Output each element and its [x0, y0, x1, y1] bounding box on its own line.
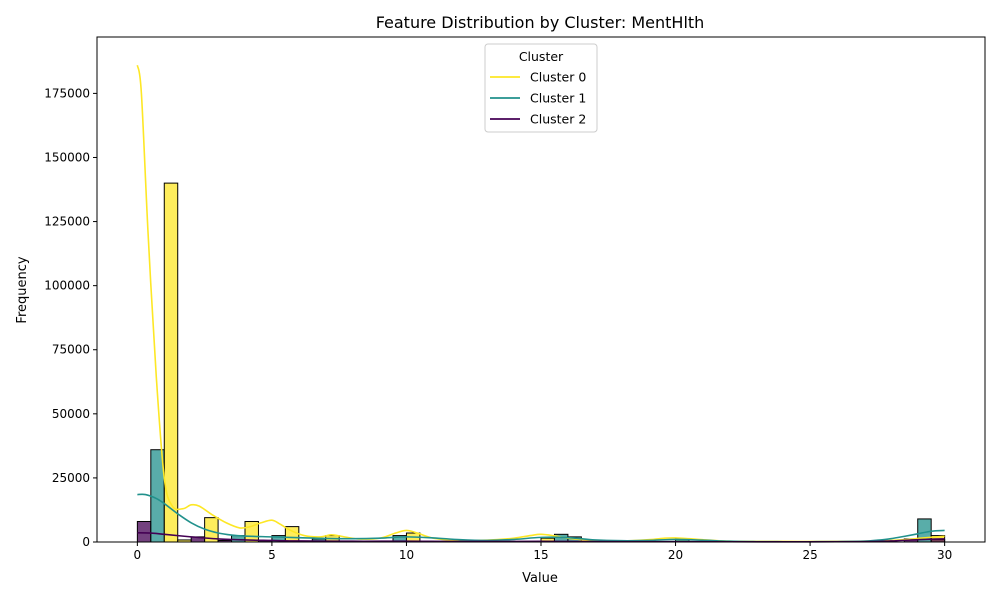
- histogram-bar-cluster-2: [136, 520, 152, 543]
- y-axis-title: Frequency: [15, 256, 30, 323]
- y-axis: 0 25000 50000 75000 100000 125000 150000 175000: [44, 86, 97, 549]
- legend-entries: Cluster 0 Cluster 1 Cluster 2: [490, 70, 586, 127]
- chart-title: Feature Distribution by Cluster: MentHlt…: [376, 13, 705, 32]
- bars-layer: [136, 182, 946, 543]
- x-tick-label: 10: [399, 548, 414, 562]
- x-tick-label: 15: [533, 548, 548, 562]
- legend: Cluster Cluster 0 Cluster 1 Cluster 2: [484, 43, 598, 133]
- x-axis: 0 5 10 15 20 25 30: [134, 542, 952, 562]
- x-tick-label: 30: [937, 548, 952, 562]
- legend-title: Cluster: [519, 49, 564, 64]
- legend-box: [484, 43, 598, 133]
- y-tick-label: 100000: [44, 279, 90, 293]
- kde-line-cluster-2: [137, 531, 945, 543]
- y-tick-label: 0: [82, 535, 90, 549]
- y-tick-label: 75000: [52, 343, 90, 357]
- legend-label-cluster-1: Cluster 1: [530, 91, 586, 106]
- y-tick-label: 125000: [44, 215, 90, 229]
- x-tick-label: 25: [802, 548, 817, 562]
- y-tick-label: 25000: [52, 471, 90, 485]
- x-tick-label: 20: [668, 548, 683, 562]
- x-tick-label: 0: [134, 548, 142, 562]
- kde-line-cluster-0: [136, 65, 945, 543]
- y-tick-label: 50000: [52, 407, 90, 421]
- y-tick-label: 150000: [44, 150, 90, 164]
- x-axis-title: Value: [522, 571, 558, 586]
- x-tick-label: 5: [268, 548, 276, 562]
- kde-layer: [136, 65, 945, 543]
- legend-label-cluster-0: Cluster 0: [530, 70, 586, 85]
- legend-label-cluster-2: Cluster 2: [530, 112, 586, 127]
- y-tick-label: 175000: [44, 86, 90, 100]
